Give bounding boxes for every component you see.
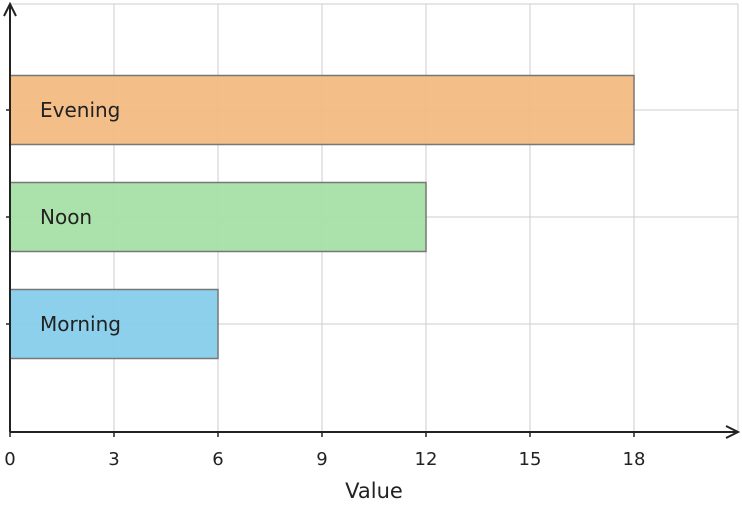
x-tick-label: 15 <box>519 449 542 470</box>
bar-noon <box>9 181 427 253</box>
labels: 0 3 6 9 12 15 18 Morning Noon Evening <box>4 98 645 470</box>
axes <box>3 1 741 439</box>
y-axis-arrow-icon <box>3 1 17 17</box>
category-label: Evening <box>40 98 120 122</box>
x-axis-title: Value <box>345 479 403 503</box>
category-label: Noon <box>40 205 92 229</box>
bar-morning <box>9 288 219 360</box>
category-label: Morning <box>40 312 121 336</box>
x-tick-label: 6 <box>212 449 223 470</box>
x-tick-label: 0 <box>4 449 15 470</box>
x-tick-label: 9 <box>316 449 327 470</box>
x-tick-label: 3 <box>108 449 119 470</box>
x-axis-arrow-icon <box>725 425 741 439</box>
x-tick-label: 12 <box>415 449 438 470</box>
x-tick-label: 18 <box>623 449 646 470</box>
